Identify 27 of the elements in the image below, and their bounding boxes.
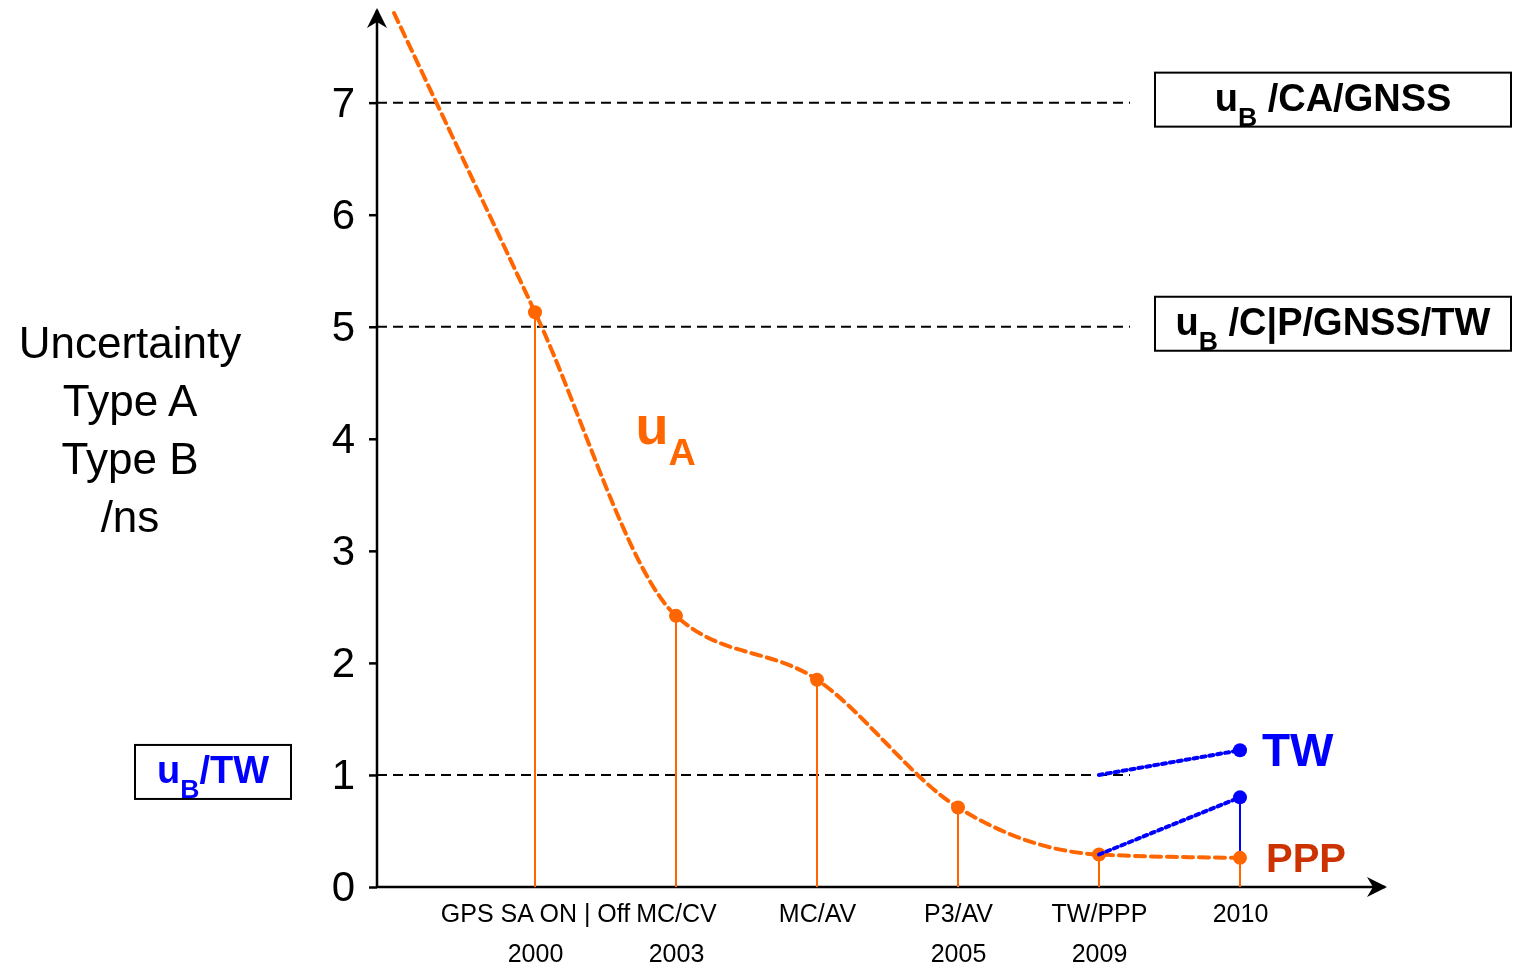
annotation: PPP [1266, 835, 1347, 880]
y-tick-label: 2 [331, 638, 355, 686]
point [951, 800, 965, 815]
ref-line-label: u$_{B}$ /CA/GNSS [1214, 76, 1452, 132]
y-tick-label: 4 [331, 414, 355, 462]
x-tick-label: 2010 [1212, 899, 1269, 927]
point [528, 305, 542, 320]
x-tick-label: GPS SA ON | Off 2000 [440, 899, 631, 967]
y-tick-label: 5 [331, 302, 355, 350]
point [1233, 850, 1247, 865]
x-tick-label: MC/AV [778, 899, 857, 927]
y-tick-label: 1 [331, 750, 355, 798]
series-label: TW [1262, 724, 1335, 777]
point [1233, 743, 1247, 758]
ref-line-label: u$_{B}$ /C|P/GNSS/TW [1175, 300, 1491, 356]
y-tick-label: 0 [331, 862, 355, 910]
y-tick-label: 3 [331, 526, 355, 574]
y-tick-label: 6 [331, 190, 355, 238]
x-tick-label: MC/CV 2003 [636, 899, 718, 967]
point [810, 672, 824, 687]
point [669, 608, 683, 623]
y-axis-title: Uncertainty Type A Type B /ns [18, 318, 242, 541]
y-tick-label: 7 [331, 78, 355, 126]
x-tick-label: P3/AV 2005 [923, 899, 994, 967]
series-label: u$_{A}$ [635, 395, 696, 474]
x-tick-label: TW/PPP 2009 [1051, 899, 1148, 967]
ref-line-label: u$_{B}$/TW [156, 748, 270, 804]
